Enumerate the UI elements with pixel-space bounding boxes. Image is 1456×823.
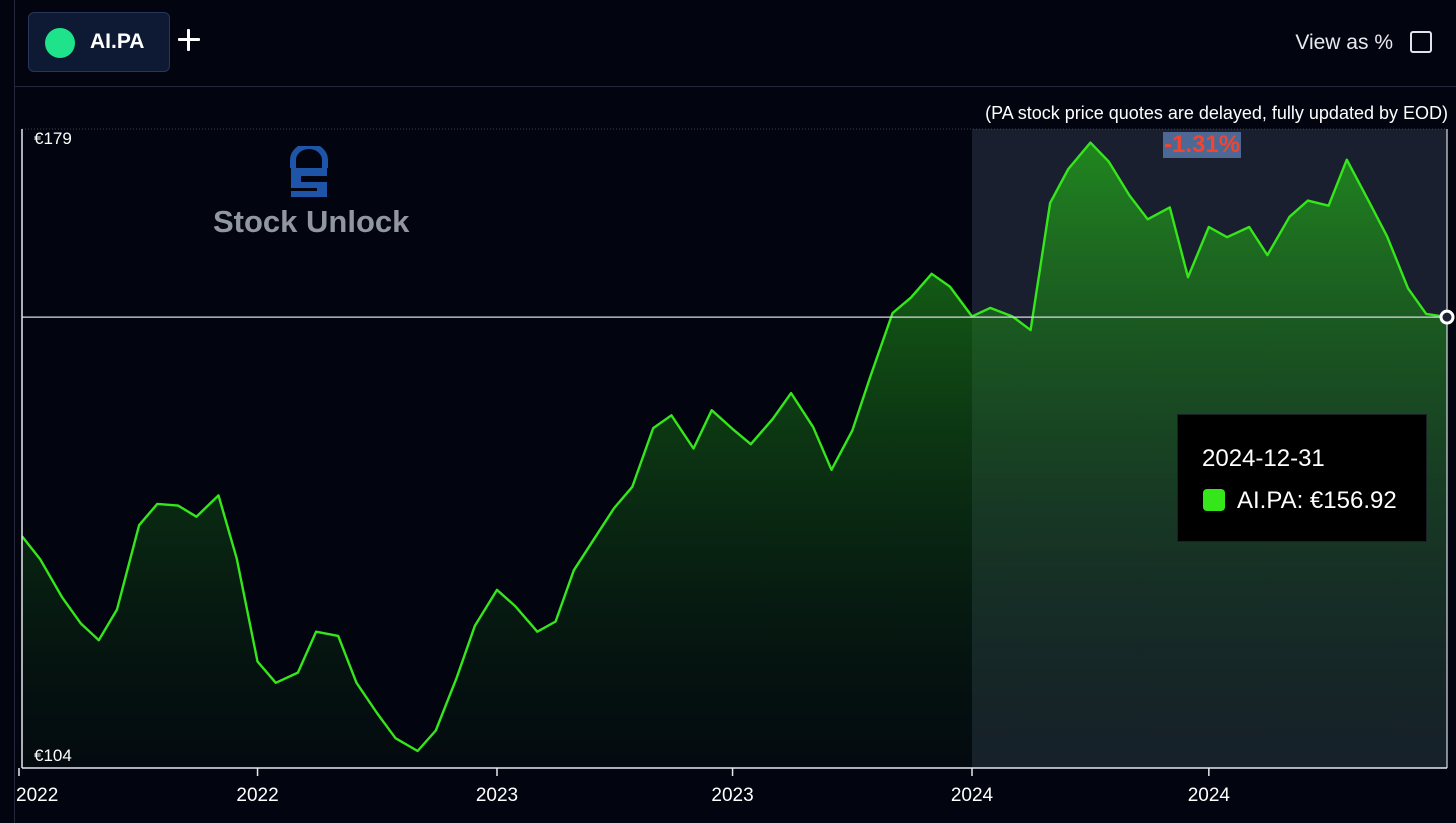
stock-unlock-logo-icon [290, 146, 328, 197]
x-tick-label: 2023 [711, 785, 753, 806]
selection-change-badge: -1.31% [1163, 131, 1242, 158]
axes: €179 €104 2022 2022 2023 2023 2024 2024 [16, 129, 1447, 806]
tooltip-series-name: AI.PA [1237, 487, 1297, 514]
series-color-dot [45, 28, 75, 58]
ticker-label: AI.PA [90, 30, 145, 53]
x-tick-label: 2023 [476, 785, 518, 806]
y-tick-label-max: €179 [34, 129, 72, 148]
x-tick-label: 2022 [236, 785, 278, 806]
view-as-percent-label: View as % [1295, 31, 1393, 54]
toolbar [14, 0, 1456, 87]
x-tick-label: 2022 [16, 785, 58, 806]
chart-frame [14, 0, 1456, 823]
tooltip-price: €156.92 [1309, 487, 1397, 514]
x-tick-label: 2024 [951, 785, 994, 806]
series-area-ai-pa [22, 142, 1447, 769]
add-ticker-button[interactable] [175, 26, 203, 54]
crosshair-marker [1439, 309, 1455, 325]
tooltip-value: AI.PA: €156.92 [1237, 487, 1397, 514]
x-tick-label: 2024 [1188, 785, 1231, 806]
watermark-text: Stock Unlock [213, 204, 410, 239]
tooltip-series-swatch [1203, 489, 1225, 511]
view-as-percent-checkbox[interactable] [1410, 31, 1432, 53]
stock-unlock-watermark: Stock Unlock [213, 146, 413, 246]
ticker-chip[interactable]: AI.PA [28, 12, 170, 72]
tooltip-date: 2024-12-31 [1202, 445, 1325, 472]
hover-tooltip: 2024-12-31 AI.PA: €156.92 [1177, 414, 1427, 542]
series-line-ai-pa [21, 141, 1448, 753]
y-tick-label-min: €104 [34, 746, 72, 765]
delay-notice: (PA stock price quotes are delayed, full… [985, 103, 1448, 123]
